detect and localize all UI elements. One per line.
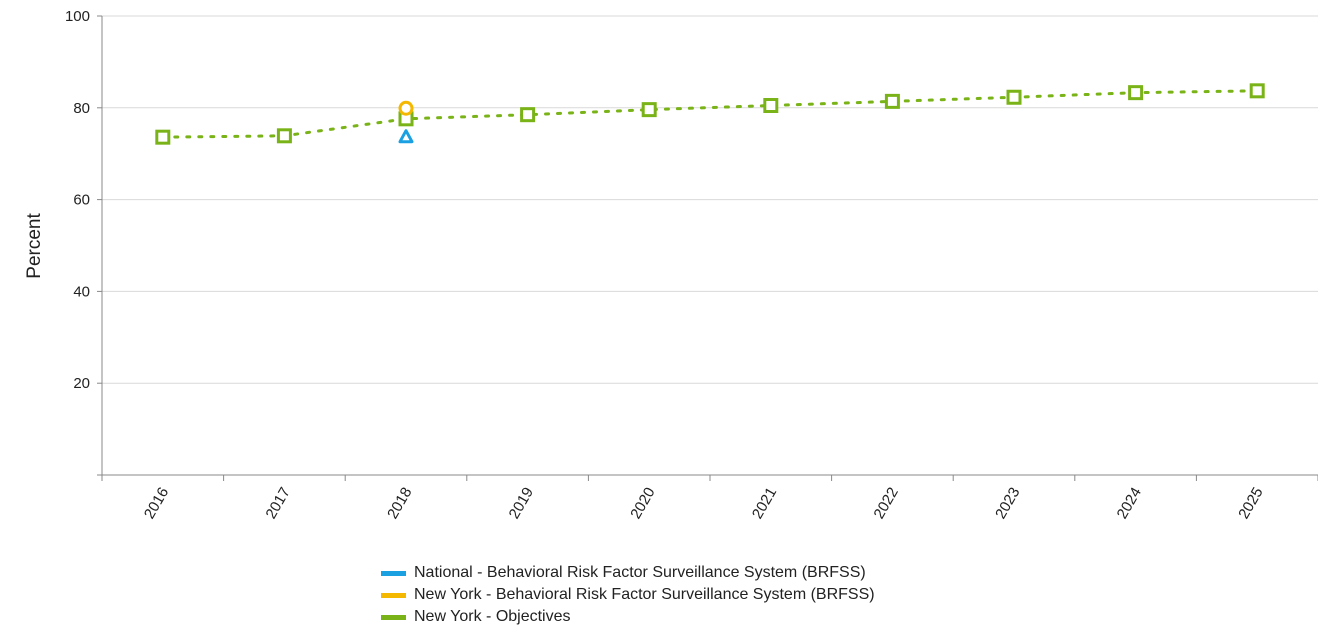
legend-label: New York - Behavioral Risk Factor Survei…	[414, 586, 875, 603]
data-point[interactable]	[1249, 83, 1265, 99]
data-point[interactable]	[155, 129, 171, 145]
data-point[interactable]	[276, 128, 292, 144]
legend-item-new-york-brfss[interactable]: New York - Behavioral Risk Factor Survei…	[381, 584, 875, 606]
y-tick-label: 80	[73, 100, 90, 117]
x-tick-label: 2019	[506, 485, 537, 522]
legend-item-national-brfss[interactable]: National - Behavioral Risk Factor Survei…	[381, 562, 875, 584]
x-tick-label: 2025	[1235, 485, 1266, 522]
y-tick-label: 100	[65, 8, 90, 25]
x-tick-label: 2020	[627, 485, 658, 522]
x-ticks: 2016 2017 2018 2019 2020 2021 2022 2023 2024 2025	[101, 475, 1318, 522]
data-point[interactable]	[398, 100, 414, 116]
legend: National - Behavioral Risk Factor Survei…	[381, 562, 875, 628]
data-point[interactable]	[1006, 89, 1022, 105]
x-tick-label: 2023	[992, 485, 1023, 522]
data-point[interactable]	[520, 107, 536, 123]
x-tick-label: 2022	[870, 485, 901, 522]
data-point[interactable]	[763, 98, 779, 114]
series-line	[161, 89, 1259, 139]
y-tick-label: 20	[73, 375, 90, 392]
series-1	[398, 100, 414, 116]
y-ticks: 20 40 60 80 100	[65, 8, 102, 476]
data-point[interactable]	[1128, 85, 1144, 101]
y-tick-label: 40	[73, 283, 90, 300]
legend-item-new-york-objectives[interactable]: New York - Objectives	[381, 606, 875, 628]
y-axis-title: Percent	[24, 213, 45, 279]
y-tick-label: 60	[73, 192, 90, 209]
legend-swatch	[381, 614, 406, 620]
x-tick-label: 2018	[384, 485, 415, 522]
legend-swatch	[381, 592, 406, 598]
legend-label: National - Behavioral Risk Factor Survei…	[414, 564, 866, 581]
data-point[interactable]	[641, 102, 657, 118]
data-point[interactable]	[398, 129, 414, 144]
line-chart: 20 40 60 80 100 2016 2017 2018 2019 2020 2021 2022…	[24, 8, 1318, 522]
data-point[interactable]	[884, 93, 900, 109]
series	[155, 83, 1265, 145]
x-tick-label: 2024	[1114, 485, 1145, 522]
x-tick-label: 2016	[141, 485, 172, 522]
series-0	[398, 129, 414, 144]
series-2	[155, 83, 1265, 145]
axes	[101, 16, 1318, 476]
x-tick-label: 2017	[262, 485, 293, 522]
x-tick-label: 2021	[749, 485, 780, 522]
legend-swatch	[381, 570, 406, 576]
gridlines	[102, 15, 1318, 384]
legend-label: New York - Objectives	[414, 608, 571, 625]
